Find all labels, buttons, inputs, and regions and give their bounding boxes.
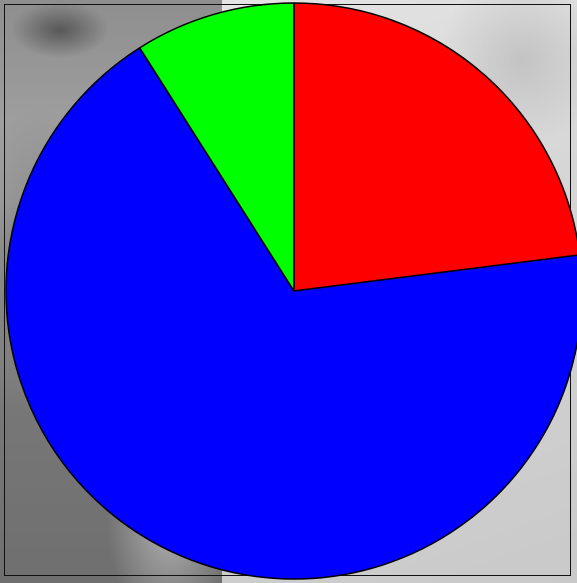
pie-slices — [5, 2, 577, 580]
pie-slice-1 — [293, 2, 577, 292]
pie-slice-3 — [138, 2, 295, 292]
pie-slice-2 — [5, 47, 577, 580]
